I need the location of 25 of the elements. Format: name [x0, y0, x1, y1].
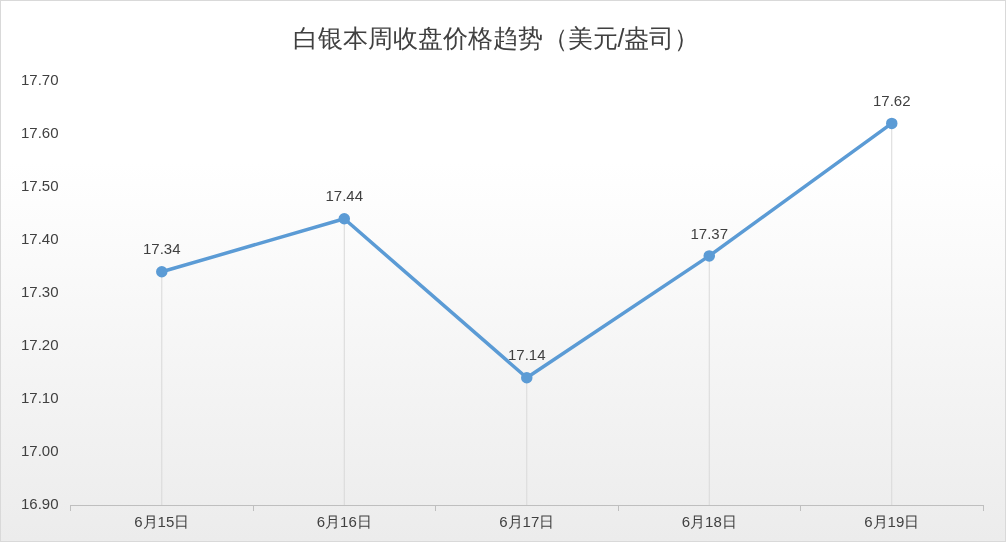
data-label: 17.62 [872, 92, 911, 110]
y-tick-label: 16.90 [20, 495, 59, 513]
point [886, 117, 898, 130]
x-tick-label: 6月15日 [134, 513, 190, 531]
data-label: 17.14 [507, 346, 546, 364]
x-tick-label: 6月18日 [681, 513, 737, 531]
y-tick-label: 17.40 [20, 230, 59, 248]
y-tick-label: 17.70 [20, 71, 59, 89]
chart-title: 白银本周收盘价格趋势（美元/盎司） [292, 23, 700, 52]
data-label: 17.44 [325, 187, 364, 205]
point [338, 213, 351, 225]
y-tick-label: 17.60 [20, 124, 59, 142]
y-tick-label: 17.50 [20, 177, 59, 195]
y-tick-label: 17.20 [20, 336, 59, 354]
data-label: 17.34 [143, 240, 181, 258]
y-tick-label: 17.00 [20, 442, 59, 460]
y-tick-label: 17.30 [20, 283, 59, 301]
x-tick-label: 6月17日 [499, 513, 555, 531]
point [521, 372, 533, 384]
x-tick-label: 6月19日 [864, 513, 920, 531]
point [703, 250, 716, 262]
data-label: 17.37 [690, 224, 729, 242]
y-tick-label: 17.10 [20, 389, 59, 407]
point [156, 266, 168, 278]
x-tick-label: 6月16日 [316, 513, 372, 531]
